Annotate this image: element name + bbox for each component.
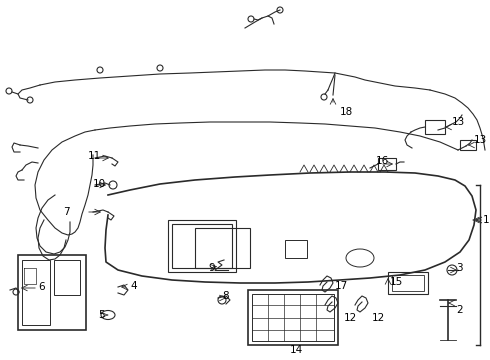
Text: 3: 3	[456, 263, 463, 273]
Text: 13: 13	[474, 135, 487, 145]
Text: 9: 9	[208, 263, 215, 273]
Text: 8: 8	[222, 291, 229, 301]
Bar	[252, 294, 334, 341]
Bar	[285, 240, 307, 258]
Bar	[248, 290, 338, 345]
Bar	[54, 260, 80, 295]
Text: 15: 15	[390, 277, 403, 287]
Bar	[392, 275, 424, 291]
Bar	[425, 120, 445, 134]
Text: 12: 12	[372, 313, 385, 323]
Text: 4: 4	[130, 281, 137, 291]
Text: 14: 14	[290, 345, 303, 355]
Bar	[22, 260, 50, 325]
Bar	[388, 272, 428, 294]
Text: 18: 18	[340, 107, 353, 117]
Text: 1: 1	[483, 215, 490, 225]
Bar	[460, 140, 476, 150]
Text: 6: 6	[38, 282, 45, 292]
Bar	[168, 220, 236, 272]
Bar	[172, 224, 232, 268]
Text: 17: 17	[335, 281, 348, 291]
Text: 12: 12	[344, 313, 357, 323]
Bar	[18, 255, 86, 330]
Text: 10: 10	[93, 179, 106, 189]
Text: 13: 13	[452, 117, 465, 127]
Bar	[195, 228, 250, 268]
Text: 7: 7	[63, 207, 70, 217]
Bar	[378, 158, 396, 170]
Text: 16: 16	[376, 156, 389, 166]
Text: 11: 11	[88, 151, 101, 161]
Text: 5: 5	[98, 310, 105, 320]
Text: 2: 2	[456, 305, 463, 315]
